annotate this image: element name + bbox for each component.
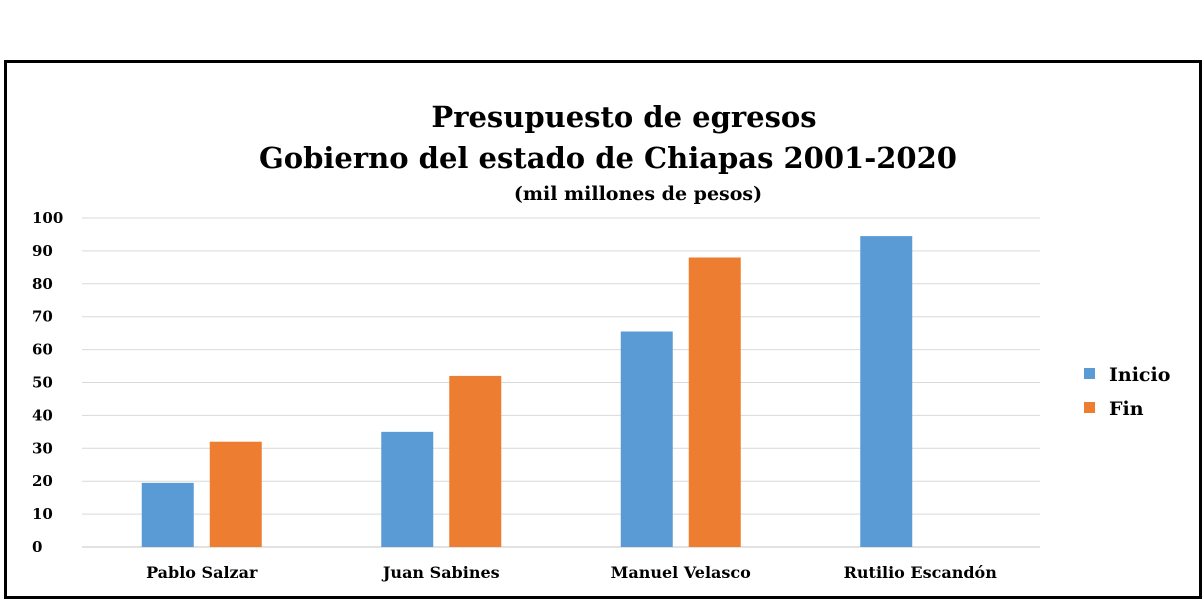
y-tick-label: 0: [32, 538, 42, 556]
legend: Inicio Fin: [1084, 364, 1170, 420]
bar-fin-0: [209, 441, 262, 547]
x-tick-label: Juan Sabines: [381, 563, 500, 582]
y-tick-label: 100: [32, 209, 63, 227]
legend-swatch-inicio: [1084, 368, 1095, 379]
bar-inicio-3: [860, 236, 913, 547]
bar-fin-1: [449, 375, 502, 547]
bar-fin-2: [688, 257, 741, 547]
y-tick-label: 80: [32, 275, 53, 293]
y-axis-ticks: 0 10 20 30 40 50 60 70 80 90 100: [32, 209, 63, 556]
x-axis-labels: Pablo Salzar Juan Sabines Manuel Velasco Ru…: [146, 563, 997, 582]
x-tick-label: Rutilio Escandón: [844, 563, 998, 582]
bar-inicio-1: [381, 431, 434, 547]
y-tick-label: 30: [32, 439, 53, 457]
y-tick-label: 70: [32, 308, 53, 326]
chart-subtitle: Gobierno del estado de Chiapas 2001-2020: [259, 141, 957, 175]
bar-chart: Presupuesto de egresos Gobierno del esta…: [32, 100, 1170, 582]
y-tick-label: 50: [32, 374, 53, 392]
legend-label-inicio: Inicio: [1109, 364, 1170, 386]
y-tick-label: 10: [32, 505, 53, 523]
chart-units-note: (mil millones de pesos): [514, 183, 762, 205]
x-tick-label: Manuel Velasco: [611, 563, 751, 582]
y-tick-label: 60: [32, 341, 53, 359]
legend-swatch-fin: [1084, 402, 1095, 413]
bar-inicio-0: [141, 482, 194, 547]
bars: [141, 236, 913, 547]
y-tick-label: 90: [32, 242, 53, 260]
y-tick-label: 40: [32, 406, 53, 424]
chart-frame: Presupuesto de egresos Gobierno del esta…: [4, 60, 1202, 599]
legend-label-fin: Fin: [1109, 398, 1144, 420]
y-tick-label: 20: [32, 472, 53, 490]
bar-inicio-2: [620, 331, 673, 547]
x-tick-label: Pablo Salzar: [146, 563, 258, 582]
chart-title: Presupuesto de egresos: [431, 100, 816, 134]
